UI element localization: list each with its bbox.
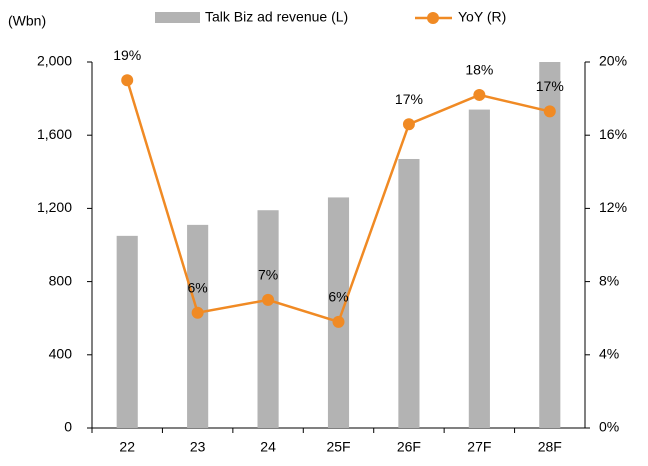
- y2-tick-label: 0%: [599, 419, 619, 435]
- bar: [539, 62, 561, 428]
- data-label: 6%: [188, 279, 208, 295]
- legend-label: Talk Biz ad revenue (L): [205, 9, 348, 25]
- y2-tick-label: 20%: [599, 53, 627, 69]
- y2-tick-label: 4%: [599, 346, 619, 362]
- line-marker: [332, 315, 345, 328]
- data-label: 18%: [465, 62, 493, 78]
- line-marker: [121, 74, 134, 87]
- y2-tick-label: 16%: [599, 126, 627, 142]
- bar: [116, 235, 138, 428]
- legend-marker: [427, 12, 439, 24]
- legend-swatch: [155, 12, 200, 23]
- y-tick-label: 1,200: [37, 199, 72, 215]
- line-marker: [473, 88, 486, 101]
- bar: [398, 158, 420, 429]
- legend-label: YoY (R): [458, 9, 506, 25]
- y2-tick-label: 12%: [599, 199, 627, 215]
- data-label: 7%: [258, 267, 278, 283]
- y-tick-label: 1,600: [37, 126, 72, 142]
- x-tick-label: 23: [190, 439, 206, 455]
- x-tick-label: 26F: [397, 439, 421, 455]
- y2-tick-label: 8%: [599, 272, 619, 288]
- line-marker: [262, 293, 275, 306]
- y-tick-label: 2,000: [37, 53, 72, 69]
- line-marker: [543, 105, 556, 118]
- data-label: 6%: [328, 289, 348, 305]
- bar: [468, 109, 490, 428]
- x-tick-label: 25F: [326, 439, 350, 455]
- line-marker: [402, 118, 415, 131]
- x-tick-label: 27F: [467, 439, 491, 455]
- bar: [187, 224, 209, 428]
- x-tick-label: 24: [260, 439, 276, 455]
- y-tick-label: 400: [49, 346, 73, 362]
- unit-label: (Wbn): [8, 13, 46, 29]
- x-tick-label: 28F: [538, 439, 562, 455]
- y-tick-label: 0: [64, 419, 72, 435]
- data-label: 19%: [113, 47, 141, 63]
- x-tick-label: 22: [119, 439, 135, 455]
- y-tick-label: 800: [49, 272, 73, 288]
- data-label: 17%: [536, 78, 564, 94]
- data-label: 17%: [395, 91, 423, 107]
- bar: [257, 210, 279, 428]
- bar: [327, 197, 350, 428]
- line-marker: [191, 306, 204, 319]
